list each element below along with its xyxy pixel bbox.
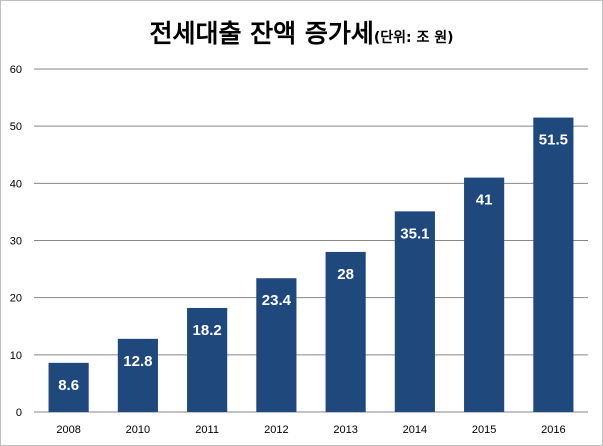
chart-unit-note: (단위: 조 원) <box>373 30 454 46</box>
data-label-2014: 35.1 <box>400 225 429 242</box>
data-label-2012: 23.4 <box>262 292 292 309</box>
x-tick-label: 2011 <box>195 424 219 436</box>
data-label-2013: 28 <box>337 266 354 283</box>
bar-2016 <box>533 117 574 412</box>
x-tick-label: 2013 <box>333 424 357 436</box>
x-tick-label: 2010 <box>126 424 150 436</box>
y-axis-ticks: 0 10 20 30 40 50 60 <box>10 64 22 419</box>
x-tick-label: 2014 <box>403 424 427 436</box>
chart-title-main: 전세대출 잔액 증가세 <box>149 19 374 48</box>
gridlines <box>34 68 588 413</box>
y-tick-label: 10 <box>10 350 22 362</box>
bar-2011 <box>187 307 228 412</box>
bar-2015 <box>464 177 505 412</box>
y-tick-label: 30 <box>10 236 22 248</box>
y-tick-label: 0 <box>16 407 22 419</box>
bar-2010 <box>117 338 158 412</box>
bar-2014 <box>394 211 435 412</box>
data-label-2015: 41 <box>476 192 493 209</box>
bar-2008 <box>48 362 89 412</box>
x-axis-ticks: 2008 2010 2011 2012 2013 2014 2015 2016 <box>56 424 565 436</box>
bar-2012 <box>256 278 297 412</box>
y-tick-label: 40 <box>10 178 22 190</box>
x-tick-label: 2012 <box>264 424 288 436</box>
y-tick-label: 20 <box>10 293 22 305</box>
x-tick-label: 2008 <box>56 424 80 436</box>
y-tick-label: 60 <box>10 64 22 76</box>
data-label-2010: 12.8 <box>123 353 152 370</box>
y-tick-label: 50 <box>10 121 22 133</box>
bar-2013 <box>325 251 366 412</box>
data-label-2011: 18.2 <box>193 322 222 339</box>
chart-title: 전세대출 잔액 증가세(단위: 조 원) <box>0 14 603 50</box>
bars <box>48 117 574 412</box>
data-label-2016: 51.5 <box>539 132 568 149</box>
x-tick-label: 2015 <box>472 424 496 436</box>
data-label-2008: 8.6 <box>58 377 79 394</box>
x-tick-label: 2016 <box>541 424 565 436</box>
data-labels: 8.6 12.8 18.2 23.4 28 35.1 41 51.5 <box>58 132 568 394</box>
